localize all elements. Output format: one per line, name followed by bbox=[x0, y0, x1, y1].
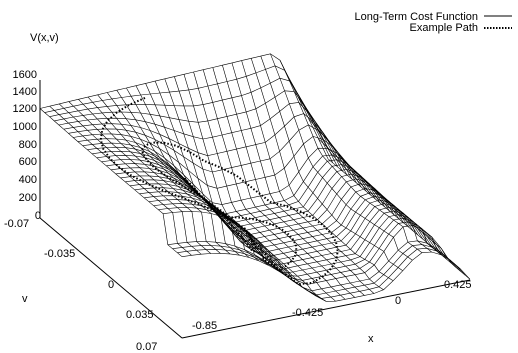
mesh-line-v bbox=[87, 146, 376, 220]
mesh-line-v bbox=[82, 142, 371, 214]
mesh-line-x bbox=[58, 103, 202, 255]
z-tick-label: 1000 bbox=[13, 121, 37, 133]
mesh-line-x bbox=[39, 108, 183, 257]
mesh-line-x bbox=[279, 60, 423, 253]
mesh-line-x bbox=[260, 56, 403, 271]
mesh-line-x bbox=[250, 58, 394, 281]
x-tick-label: -0.85 bbox=[192, 320, 217, 332]
legend: Long-Term Cost Function Example Path bbox=[355, 11, 512, 34]
mesh-line-x bbox=[318, 138, 461, 270]
x-axis-line bbox=[181, 279, 471, 339]
z-tick-label: 1200 bbox=[13, 103, 37, 115]
mesh-line-x bbox=[308, 118, 451, 261]
example-path-line bbox=[99, 96, 339, 286]
x-tick-label: -0.425 bbox=[292, 307, 323, 319]
z-tick-label: 0 bbox=[35, 210, 41, 222]
mesh-line-x bbox=[231, 62, 375, 294]
mesh-line-x bbox=[49, 105, 192, 256]
mesh-line-x bbox=[212, 67, 355, 298]
z-axis-label: V(x,v) bbox=[30, 32, 59, 44]
mesh-line-v bbox=[77, 138, 367, 205]
mesh-line-v bbox=[96, 155, 386, 229]
mesh-line-x bbox=[154, 80, 298, 284]
v-tick-label: -0.035 bbox=[44, 248, 75, 260]
x-ticks: -0.85 -0.425 0 0.425 x bbox=[192, 279, 472, 345]
mesh-line-x bbox=[222, 65, 365, 296]
mesh-line-v bbox=[92, 150, 381, 225]
mesh-line-x bbox=[202, 69, 346, 300]
v-axis-line bbox=[39, 217, 183, 339]
mesh-line-x bbox=[183, 74, 327, 302]
v-ticks: -0.07 -0.035 0 0.035 0.07 v bbox=[4, 218, 157, 353]
mesh-line-v bbox=[172, 244, 461, 296]
z-tick-label: 1600 bbox=[13, 69, 37, 81]
mesh-line-x bbox=[327, 158, 471, 280]
v-axis-label: v bbox=[22, 293, 28, 305]
example-path bbox=[99, 96, 339, 286]
mesh-line-v bbox=[101, 159, 390, 233]
axes bbox=[39, 80, 471, 339]
mesh-line-x bbox=[97, 94, 240, 256]
legend-label-path: Example Path bbox=[410, 22, 478, 34]
v-tick-label: 0.035 bbox=[126, 309, 154, 321]
x-axis-label: x bbox=[368, 333, 374, 345]
mesh-line-x bbox=[145, 83, 288, 278]
x-tick-label: 0 bbox=[395, 295, 401, 307]
mesh-line-x bbox=[270, 53, 413, 261]
mesh-line-x bbox=[68, 101, 211, 254]
v-tick-label: 0 bbox=[108, 279, 114, 291]
v-tick-label: -0.07 bbox=[4, 218, 29, 230]
mesh-line-x bbox=[289, 79, 432, 253]
surface-mesh bbox=[39, 53, 471, 302]
v-tick-label: 0.07 bbox=[136, 341, 157, 353]
mesh-line-v bbox=[106, 163, 395, 237]
z-tick-label: 600 bbox=[19, 156, 37, 168]
z-tick-label: 800 bbox=[19, 139, 37, 151]
x-tick-label: 0.425 bbox=[444, 279, 472, 291]
z-ticks: 1600 1400 1200 1000 800 600 400 200 0 bbox=[13, 69, 41, 222]
z-tick-label: 1400 bbox=[13, 86, 37, 98]
mesh-line-x bbox=[193, 71, 336, 302]
mesh-line-x bbox=[241, 60, 384, 290]
z-tick-label: 200 bbox=[19, 192, 37, 204]
z-tick-label: 400 bbox=[19, 174, 37, 186]
legend-label-cost: Long-Term Cost Function bbox=[355, 11, 479, 23]
mesh-line-x bbox=[78, 99, 221, 254]
